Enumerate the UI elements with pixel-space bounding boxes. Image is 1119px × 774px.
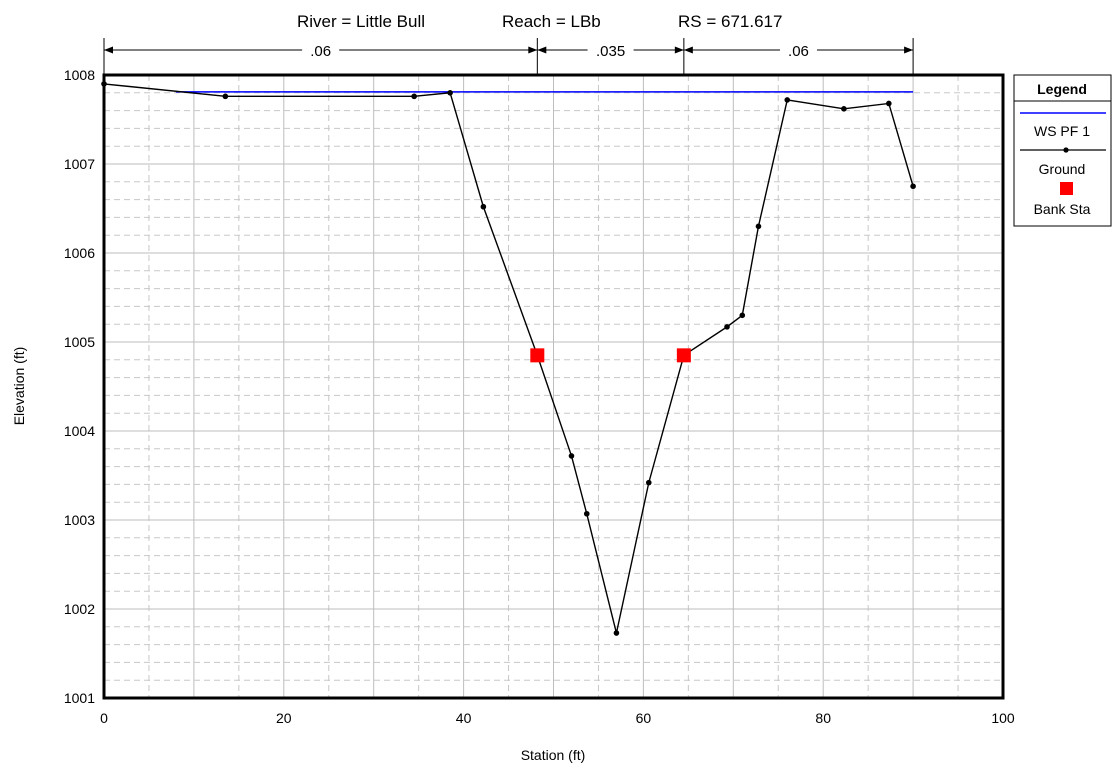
ground-point [910,183,916,190]
ground-point [222,93,229,100]
n-label-bg [302,41,340,59]
n-arrow-left [104,46,113,54]
y-tick-label: 1004 [64,423,95,439]
y-tick-label: 1002 [64,601,95,617]
ground-point [755,223,762,230]
ground-point [613,630,620,636]
ground-point [739,312,746,319]
title-reach: Reach = LBb [502,12,601,31]
y-axis-title: Elevation (ft) [11,347,27,426]
n-label-bg [587,41,634,59]
grid-lines [104,75,1003,698]
legend-ws-label: WS PF 1 [1034,123,1090,139]
legend-title: Legend [1037,81,1087,97]
y-tick-label: 1005 [64,334,95,350]
legend-bank-swatch [1060,182,1073,195]
bank-station-marker [676,348,691,363]
y-tick-label: 1006 [64,245,95,261]
ground-point [568,453,575,459]
ground-line [103,83,914,634]
tick-labels: 0 20 40 60 80 100 1001 1002 1003 1004 1005 1006 1007… [64,67,1015,726]
n-arrow-left [683,46,693,54]
legend-ground-label: Ground [1039,161,1086,177]
x-tick-label: 100 [991,710,1015,726]
mannings-n-annotations: .06 .035 .06 [103,38,914,75]
y-tick-label: 1008 [64,67,95,83]
ground-point [886,100,892,107]
x-tick-label: 60 [636,710,652,726]
y-tick-label: 1003 [64,512,95,528]
n-arrow-left [537,46,547,54]
ground-point [583,510,590,517]
title-river: River = Little Bull [297,12,425,31]
legend-bank-label: Bank Sta [1034,201,1091,217]
n-value-label: .06 [788,43,809,60]
n-value-label: .035 [596,43,625,60]
ground-point [841,106,847,112]
bank-station-marker [530,348,545,363]
y-tick-label: 1007 [64,156,95,172]
n-arrow-right [674,46,684,54]
title-rs: RS = 671.617 [678,12,782,31]
legend-ground-marker [1063,147,1069,153]
legend: Legend WS PF 1 Ground Bank Sta [1013,74,1112,227]
x-tick-label: 0 [100,710,108,726]
ground-point [411,93,417,100]
plot-frame [102,73,1005,700]
ground-point [447,90,453,96]
n-arrow-right [904,46,914,54]
y-tick-label: 1001 [64,690,95,706]
x-tick-label: 40 [456,710,472,726]
series-layer [101,81,916,636]
x-tick-label: 80 [815,710,831,726]
n-value-label: .06 [310,43,331,60]
n-arrow-right [528,46,538,54]
n-label-bg [779,41,817,59]
x-tick-label: 20 [276,710,292,726]
ground-point [480,203,487,210]
x-axis-title: Station (ft) [521,747,586,763]
ground-point [784,97,791,103]
ground-point [724,324,730,330]
ground-point [645,479,652,486]
